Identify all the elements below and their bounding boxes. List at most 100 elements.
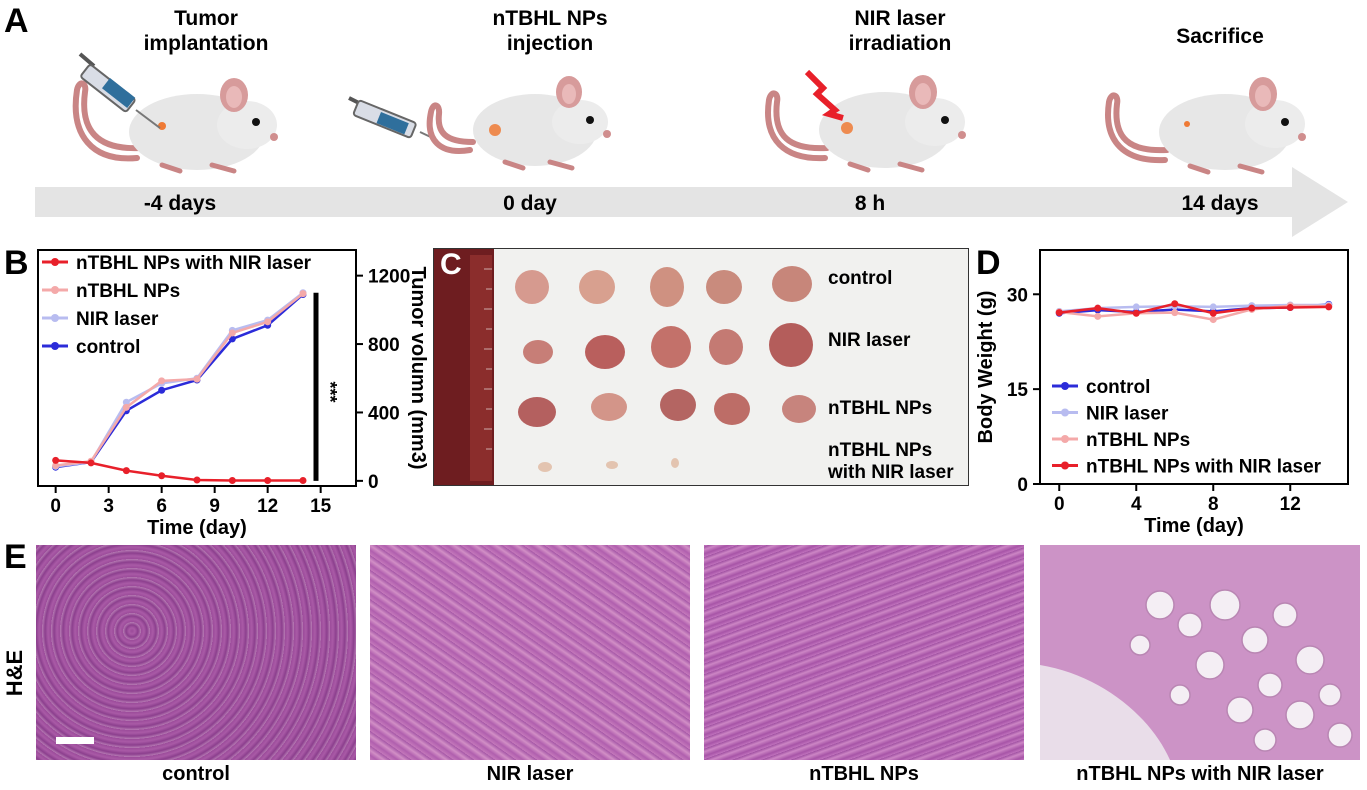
legend-label: NIR laser bbox=[76, 309, 159, 330]
x-tick-label: 0 bbox=[50, 496, 61, 517]
legend-label: nTBHL NPs with NIR laser bbox=[76, 253, 312, 274]
significance-label: *** bbox=[320, 381, 340, 402]
panel-letter-c: C bbox=[440, 248, 462, 281]
data-point bbox=[52, 461, 60, 469]
data-point bbox=[158, 377, 166, 385]
data-point bbox=[1132, 303, 1140, 311]
he-label-control: control bbox=[162, 763, 230, 785]
data-point bbox=[264, 477, 272, 485]
step-time-1: -4 days bbox=[143, 192, 217, 215]
mouse-illustration-3 bbox=[765, 69, 966, 173]
legend-marker bbox=[1061, 408, 1069, 417]
y-tick-label: 1200 bbox=[368, 267, 410, 288]
series-line-ntbhl-nps bbox=[55, 292, 304, 467]
he-label-np: nTBHL NPs bbox=[809, 763, 919, 785]
mouse-icon bbox=[426, 76, 611, 171]
data-point bbox=[122, 467, 130, 475]
legend-label: control bbox=[1086, 377, 1150, 398]
legend-marker bbox=[51, 286, 59, 294]
he-image-np-nir bbox=[1040, 545, 1360, 760]
y-tick-label: 800 bbox=[368, 335, 400, 356]
legend-label: control bbox=[76, 337, 140, 358]
data-point bbox=[299, 290, 307, 298]
legend-marker bbox=[1061, 435, 1069, 443]
x-tick-label: 4 bbox=[1131, 494, 1142, 515]
he-label-nir: NIR laser bbox=[486, 763, 574, 785]
legend-label: nTBHL NPs bbox=[76, 281, 180, 302]
mouse-illustration-2 bbox=[348, 76, 611, 171]
x-axis-label: Time (day) bbox=[147, 517, 247, 539]
laser-bolt-icon bbox=[804, 69, 844, 121]
data-point bbox=[158, 386, 166, 394]
mouse-illustration-4 bbox=[1105, 77, 1306, 175]
data-point bbox=[1248, 304, 1256, 312]
data-point bbox=[52, 456, 60, 464]
plot-frame bbox=[37, 249, 357, 487]
step-title-2: nTBHL NPs injection bbox=[492, 7, 608, 55]
data-point bbox=[299, 477, 307, 485]
legend-marker bbox=[1061, 461, 1069, 470]
data-point bbox=[1132, 309, 1140, 317]
data-point bbox=[1055, 309, 1063, 317]
syringe-icon bbox=[78, 52, 161, 129]
y-axis-label: Tumor volumn (mm3) bbox=[407, 267, 429, 470]
tumor-sample-row-4 bbox=[538, 458, 679, 472]
scale-bar bbox=[56, 737, 94, 744]
tumor-sample-row-3 bbox=[518, 389, 816, 427]
legend-label: nTBHL NPs with NIR laser bbox=[1086, 457, 1322, 478]
data-point bbox=[1325, 303, 1333, 311]
data-point bbox=[1209, 316, 1217, 324]
he-label-np-nir: nTBHL NPs with NIR laser bbox=[1076, 763, 1324, 785]
step-title-3: NIR laser irradiation bbox=[848, 7, 952, 55]
mouse-icon bbox=[72, 78, 278, 174]
legend-label: NIR laser bbox=[1086, 404, 1169, 425]
y-tick-label: 0 bbox=[368, 472, 379, 493]
he-image-np bbox=[704, 545, 1024, 760]
series-line-ntbhl-nps-with-nir-laser bbox=[55, 459, 303, 482]
timeline-arrow bbox=[35, 167, 1348, 237]
data-point bbox=[1286, 304, 1294, 312]
data-point bbox=[158, 472, 166, 480]
legend-label: nTBHL NPs bbox=[1086, 430, 1190, 451]
x-axis-label: Time (day) bbox=[1144, 515, 1244, 537]
mouse-icon bbox=[1105, 77, 1306, 175]
tumor-sample-row-2 bbox=[523, 323, 813, 369]
panel-letter-b: B bbox=[4, 244, 29, 282]
legend-marker bbox=[51, 314, 59, 322]
data-point bbox=[1171, 300, 1179, 308]
step-title-4: Sacrifice bbox=[1176, 25, 1264, 48]
x-tick-label: 8 bbox=[1208, 494, 1219, 515]
step-time-3: 8 h bbox=[854, 192, 886, 215]
x-tick-label: 0 bbox=[1054, 494, 1065, 515]
he-image-nir bbox=[370, 545, 690, 760]
y-tick-label: 400 bbox=[368, 403, 400, 424]
data-point bbox=[122, 403, 130, 411]
x-tick-label: 9 bbox=[209, 496, 220, 517]
x-tick-label: 6 bbox=[156, 496, 167, 517]
data-point bbox=[1209, 309, 1217, 317]
data-point bbox=[228, 477, 236, 485]
he-image-control bbox=[36, 545, 356, 760]
panel-letter-d: D bbox=[976, 244, 1001, 282]
data-point bbox=[193, 476, 201, 484]
panel-letter-e: E bbox=[4, 538, 27, 576]
tumor-photo-drawing bbox=[434, 249, 816, 485]
data-point bbox=[1171, 309, 1179, 317]
photo-label-control: control bbox=[828, 268, 893, 289]
syringe-icon bbox=[348, 96, 438, 141]
data-point bbox=[87, 459, 95, 467]
y-tick-label: 15 bbox=[1007, 380, 1029, 401]
x-tick-label: 12 bbox=[257, 496, 278, 517]
data-point bbox=[264, 318, 272, 326]
series-line-ntbhl-nps bbox=[1059, 304, 1329, 321]
x-tick-label: 12 bbox=[1280, 494, 1301, 515]
series-line-ntbhl-nps-with-nir-laser bbox=[1059, 302, 1329, 315]
x-tick-label: 15 bbox=[310, 496, 332, 517]
data-point bbox=[228, 329, 236, 337]
legend-marker bbox=[51, 258, 59, 266]
body-weight-chart: 0 4 8 12 0 15 30 Time (day) Body Weight (g) contr… bbox=[975, 249, 1349, 537]
data-point bbox=[1094, 312, 1102, 320]
data-point bbox=[1209, 303, 1217, 311]
photo-label-np-nir: nTBHL NPs with NIR laser bbox=[828, 440, 954, 483]
tumor-photo bbox=[433, 248, 969, 486]
